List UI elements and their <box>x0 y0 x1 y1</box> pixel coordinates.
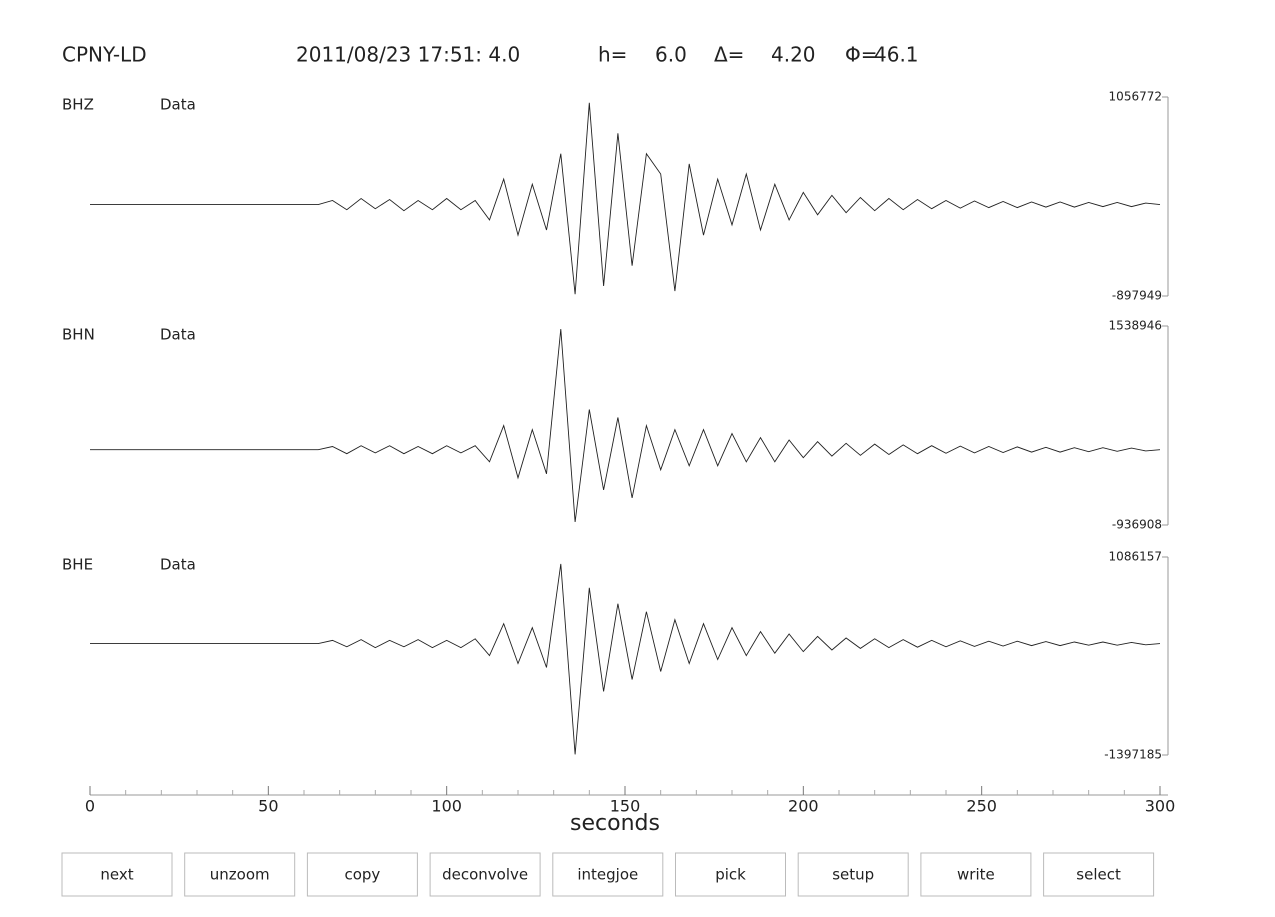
button-frame <box>1043 852 1155 897</box>
distance: 4.20 <box>771 43 816 67</box>
x-tick-label: 150 <box>610 797 641 816</box>
button-frame <box>61 852 173 897</box>
button[interactable]: unzoom <box>184 852 296 897</box>
button-frame <box>429 852 541 897</box>
station: CPNY-LD <box>62 43 147 67</box>
channel-name: BHE <box>62 556 93 574</box>
button[interactable]: next <box>61 852 173 897</box>
button[interactable]: pick <box>675 852 786 897</box>
button-frame <box>920 852 1032 897</box>
button-label: copy <box>344 866 380 884</box>
button-label: write <box>957 866 995 884</box>
button-frame <box>797 852 909 897</box>
button-label: select <box>1076 866 1121 884</box>
channel-name: BHN <box>62 326 95 344</box>
x-tick-label: 0 <box>85 797 95 816</box>
x-tick-label: 250 <box>966 797 997 816</box>
channel-name: BHZ <box>62 96 94 114</box>
trace-kind: Data <box>160 96 196 114</box>
button-frame <box>552 852 664 897</box>
button[interactable]: setup <box>797 852 909 897</box>
button[interactable]: select <box>1043 852 1155 897</box>
x-axis-title: seconds <box>570 811 660 836</box>
y-tick-label: -897949 <box>1112 289 1162 303</box>
waveform <box>90 563 1161 755</box>
azimuth: 46.1 <box>874 43 919 67</box>
button-frame <box>306 852 418 897</box>
button-frame <box>675 852 786 897</box>
y-tick-label: 1086157 <box>1109 550 1162 564</box>
distance-label: Δ= <box>714 43 744 67</box>
waveform <box>90 102 1161 295</box>
x-tick-label: 200 <box>788 797 819 816</box>
y-tick-label: -936908 <box>1112 518 1162 532</box>
button-label: setup <box>832 866 874 884</box>
y-tick-label: -1397185 <box>1104 748 1162 762</box>
button-frame <box>184 852 296 897</box>
y-tick-label: 1056772 <box>1109 90 1162 104</box>
button-label: deconvolve <box>442 866 528 884</box>
x-tick-label: 300 <box>1145 797 1176 816</box>
y-tick-label: 1538946 <box>1109 319 1162 333</box>
button-label: integjoe <box>577 866 638 884</box>
button[interactable]: copy <box>306 852 418 897</box>
button-label: next <box>100 866 133 884</box>
trace-kind: Data <box>160 326 196 344</box>
azimuth-label: Φ= <box>845 43 878 67</box>
button[interactable]: integjoe <box>552 852 664 897</box>
origin-time: 2011/08/23 17:51: 4.0 <box>296 43 520 67</box>
button[interactable]: deconvolve <box>429 852 541 897</box>
trace-kind: Data <box>160 556 196 574</box>
depth-label: h= <box>598 43 627 67</box>
button[interactable]: write <box>920 852 1032 897</box>
button-label: pick <box>715 866 746 884</box>
depth: 6.0 <box>655 43 687 67</box>
button-label: unzoom <box>210 866 270 884</box>
x-tick-label: 100 <box>431 797 462 816</box>
x-tick-label: 50 <box>258 797 278 816</box>
waveform <box>90 329 1161 523</box>
